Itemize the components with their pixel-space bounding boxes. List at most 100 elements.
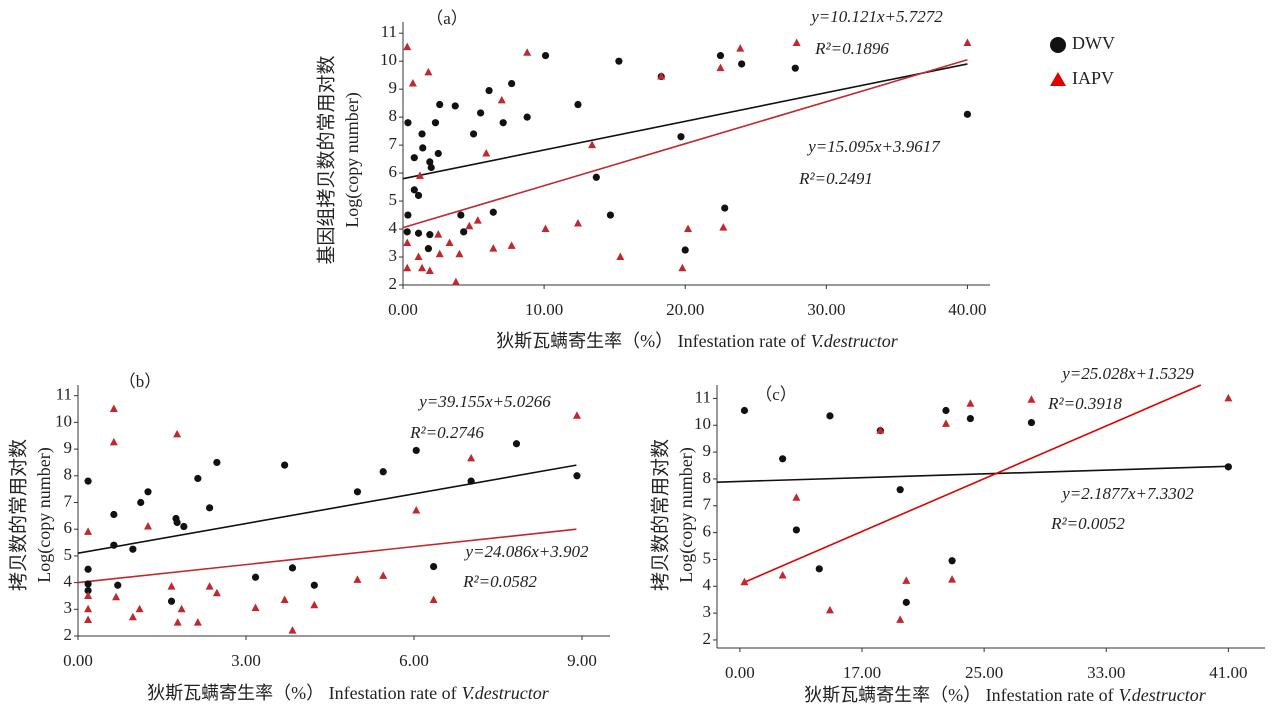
y-tick-label: 9 (64, 438, 73, 457)
y-axis-title-en: Log(copy number) (34, 447, 55, 582)
point (523, 48, 532, 56)
point (489, 244, 498, 252)
y-tick-label: 7 (703, 495, 712, 514)
point (288, 626, 297, 634)
y-tick-label: 7 (64, 491, 73, 510)
point (427, 163, 435, 172)
point (173, 429, 182, 438)
point (414, 191, 423, 200)
y-tick-label: 10 (55, 411, 72, 430)
x-axis-title: 狄斯瓦螨寄生率（%） Infestation rate of V.destruct… (804, 685, 1207, 705)
panel-label: （a） (426, 9, 468, 28)
point (573, 218, 582, 227)
point (508, 79, 516, 88)
point (206, 504, 214, 512)
point (144, 488, 152, 496)
point (740, 406, 749, 415)
point (451, 102, 459, 110)
point (429, 595, 438, 603)
point (678, 263, 687, 272)
point (779, 455, 787, 463)
point (740, 577, 749, 586)
fit-equation: y=24.086x+3.902 (463, 542, 589, 561)
x-axis-title-species: V.destructor (1119, 685, 1207, 705)
point (251, 603, 260, 611)
point (460, 228, 468, 236)
y-axis-title-en: Log(copy number) (342, 92, 363, 227)
point (129, 545, 137, 553)
point (430, 562, 438, 571)
x-tick-label: 6.00 (399, 651, 429, 670)
fit-line (77, 464, 577, 555)
point (963, 110, 972, 118)
point (310, 600, 319, 609)
point (1027, 395, 1036, 403)
fit-equation: y=25.028x+1.5329 (1060, 364, 1194, 383)
point (523, 113, 531, 121)
point (403, 263, 412, 272)
point (424, 245, 432, 253)
point (473, 216, 482, 224)
y-tick-label: 8 (64, 465, 73, 484)
point (489, 208, 497, 216)
x-tick-label: 0.00 (725, 663, 755, 682)
y-tick-label: 3 (703, 602, 712, 621)
fit-line (77, 528, 577, 584)
point (615, 57, 623, 65)
point (109, 437, 118, 446)
point (482, 149, 491, 157)
panel-label: （c） (755, 385, 797, 404)
point (419, 144, 427, 152)
point (403, 238, 412, 247)
point (84, 591, 93, 599)
y-tick-label: 5 (703, 548, 712, 567)
x-tick-label: 20.00 (666, 300, 704, 319)
point (128, 612, 137, 621)
point (404, 119, 412, 127)
point (137, 498, 145, 507)
point (434, 230, 443, 238)
point (84, 477, 92, 485)
x-axis-title-text: 狄斯瓦螨寄生率（%） Infestation rate of (496, 331, 805, 351)
point (963, 38, 972, 46)
y-axis-title: 基因组拷贝数的常用对数 (315, 55, 337, 264)
point (465, 221, 474, 230)
point (902, 576, 911, 584)
point (467, 477, 475, 485)
point (288, 564, 297, 572)
point (173, 518, 181, 527)
point (435, 249, 444, 258)
point (966, 399, 975, 407)
point (541, 51, 550, 60)
point (677, 133, 685, 141)
point (412, 506, 421, 514)
point (966, 414, 974, 423)
fit-r2: R²=0.0582 (462, 572, 537, 591)
point (84, 587, 92, 595)
y-tick-label: 8 (389, 106, 398, 125)
point (616, 252, 625, 261)
fit-r2: R²=0.2491 (798, 169, 873, 188)
fit-equation: y=2.1877x+7.3302 (1060, 484, 1194, 503)
point (404, 211, 412, 219)
panel-label: （b） (119, 372, 162, 391)
fit-line (716, 465, 1229, 483)
fit-equation: y=39.155x+5.0266 (417, 392, 551, 411)
point (512, 440, 521, 448)
fit-line (402, 63, 968, 180)
x-tick-label: 0.00 (63, 651, 93, 670)
legend-label: DWV (1072, 33, 1115, 53)
point (410, 154, 418, 162)
point (592, 173, 600, 181)
y-axis-title: 拷贝数的常用对数 (649, 439, 671, 591)
point (721, 204, 729, 212)
point (815, 565, 823, 573)
fit-equation: y=10.121x+5.7272 (809, 7, 943, 26)
point (434, 149, 442, 158)
point (606, 211, 615, 219)
fit-r2: R²=0.1896 (814, 39, 889, 58)
x-tick-label: 9.00 (567, 651, 597, 670)
point (896, 486, 904, 494)
x-tick-label: 3.00 (231, 651, 261, 670)
point (719, 223, 728, 231)
